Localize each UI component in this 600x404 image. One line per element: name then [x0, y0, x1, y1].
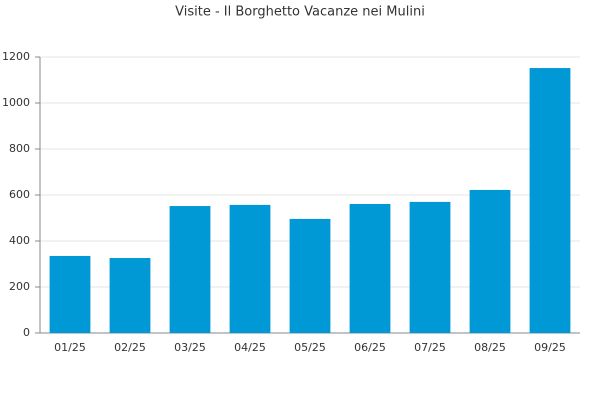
x-tick-label: 06/25	[354, 341, 386, 354]
bar	[409, 201, 451, 333]
x-tick-label: 04/25	[234, 341, 266, 354]
bar	[289, 218, 331, 333]
x-tick-label: 05/25	[294, 341, 326, 354]
y-tick-label: 600	[9, 188, 30, 201]
bar	[529, 68, 571, 333]
y-tick-label: 1000	[2, 96, 30, 109]
bar	[469, 189, 511, 333]
bar	[229, 204, 271, 333]
bar	[349, 203, 391, 333]
chart-title: Visite - Il Borghetto Vacanze nei Mulini	[175, 5, 425, 20]
y-tick-label: 800	[9, 142, 30, 155]
x-tick-label: 08/25	[474, 341, 506, 354]
bar	[169, 206, 211, 333]
y-tick-label: 400	[9, 234, 30, 247]
y-tick-label: 0	[23, 326, 30, 339]
x-tick-label: 02/25	[114, 341, 146, 354]
x-tick-label: 09/25	[534, 341, 566, 354]
x-tick-label: 01/25	[54, 341, 86, 354]
y-tick-label: 1200	[2, 50, 30, 63]
bar	[49, 255, 91, 333]
x-tick-label: 03/25	[174, 341, 206, 354]
bar	[109, 258, 151, 333]
x-tick-label: 07/25	[414, 341, 446, 354]
y-tick-label: 200	[9, 280, 30, 293]
